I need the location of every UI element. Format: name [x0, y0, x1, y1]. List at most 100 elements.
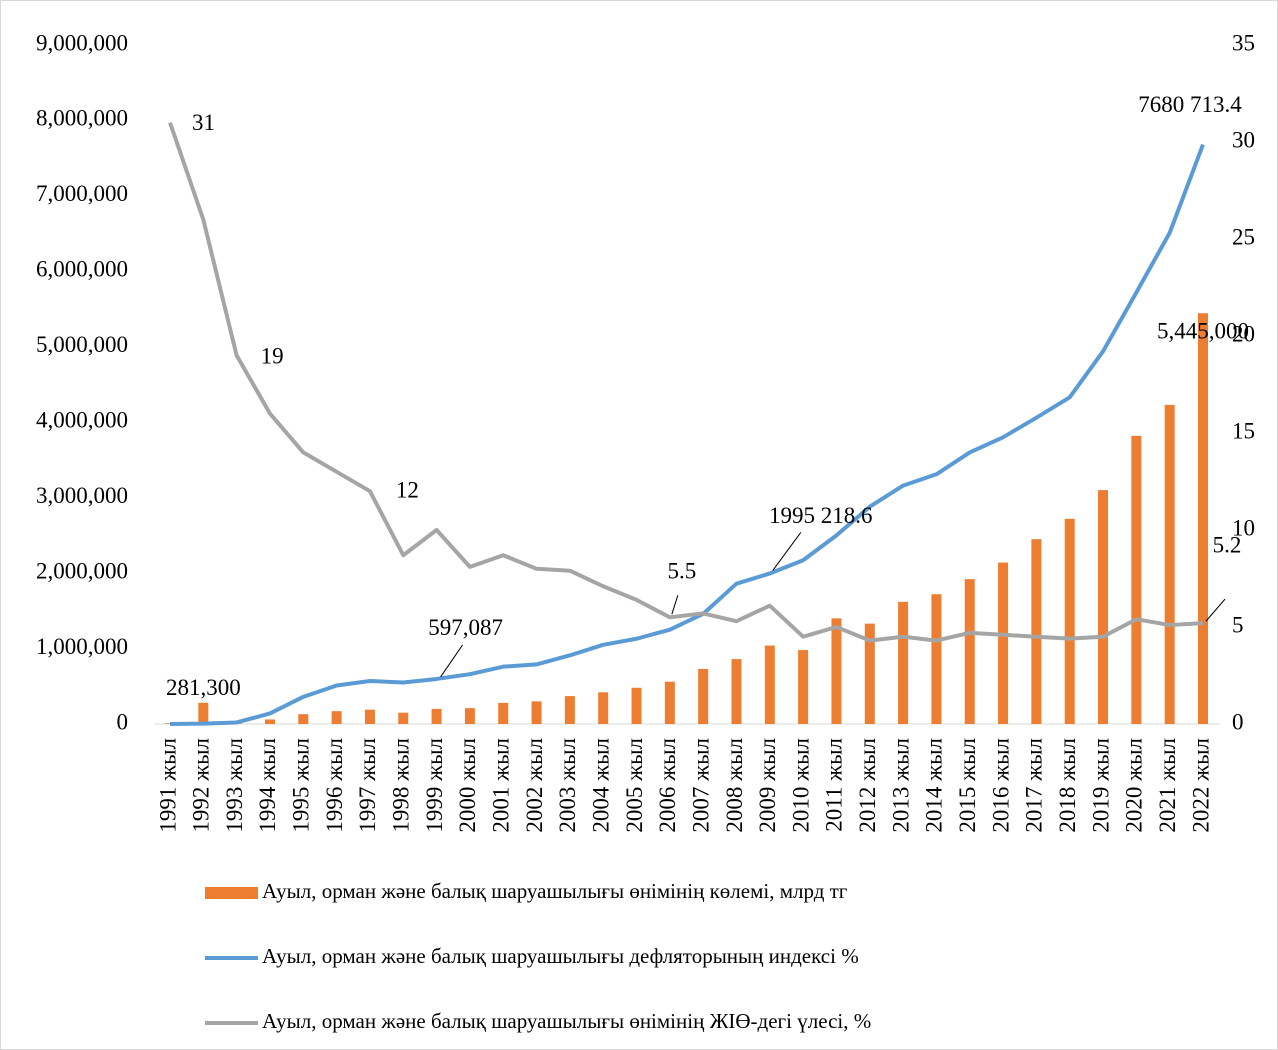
bar	[764, 645, 775, 724]
data-label: 12	[396, 477, 419, 502]
y-tick-label: 5,000,000	[36, 332, 128, 357]
x-tick-label: 2015 жыл	[955, 738, 980, 833]
bar	[198, 702, 209, 724]
y2-tick-label: 5	[1232, 612, 1244, 637]
bar	[964, 579, 975, 724]
leader-line	[772, 532, 802, 571]
x-tick-label: 2004 жыл	[588, 738, 613, 833]
bar	[531, 701, 542, 724]
y-tick-label: 6,000,000	[36, 257, 128, 282]
bar	[564, 696, 575, 724]
x-tick-label: 1992 жыл	[189, 738, 214, 833]
bar	[731, 659, 742, 724]
x-tick-label: 1997 жыл	[355, 738, 380, 833]
x-tick-label: 2001 жыл	[489, 738, 514, 833]
data-label: 5,445,000	[1157, 318, 1249, 343]
x-tick-label: 2008 жыл	[722, 738, 747, 833]
x-tick-label: 1998 жыл	[389, 738, 414, 833]
bar	[1164, 404, 1175, 724]
y2-tick-label: 0	[1232, 709, 1244, 734]
bar	[664, 681, 675, 724]
data-label: 5.2	[1213, 532, 1242, 557]
legend-label: Ауыл, орман және балық шаруашылығы дефля…	[262, 944, 859, 968]
bar	[864, 623, 875, 724]
data-label: 5.5	[667, 559, 696, 584]
x-tick-label: 2011 жыл	[822, 738, 847, 832]
bar	[398, 712, 409, 724]
x-tick-label: 2007 жыл	[688, 738, 713, 833]
bar	[1198, 313, 1208, 724]
legend-swatch	[205, 887, 258, 899]
data-label: 1995 218.6	[769, 503, 873, 528]
bar	[1064, 518, 1075, 724]
bar	[431, 708, 442, 724]
y2-tick-label: 20	[1232, 321, 1255, 346]
bar	[998, 562, 1009, 724]
x-tick-label: 1995 жыл	[289, 738, 314, 833]
y2-tick-label: 25	[1232, 224, 1255, 249]
y-tick-label: 1,000,000	[36, 634, 128, 659]
y2-tick-label: 10	[1232, 515, 1255, 540]
bar	[1031, 539, 1042, 724]
y2-tick-label: 35	[1232, 30, 1255, 55]
x-tick-label: 2005 жыл	[622, 738, 647, 833]
x-tick-label: 2010 жыл	[788, 738, 813, 833]
x-tick-label: 2017 жыл	[1022, 738, 1047, 833]
leader-line	[440, 644, 463, 678]
x-tick-label: 2000 жыл	[455, 738, 480, 833]
x-tick-label: 2019 жыл	[1088, 738, 1113, 833]
data-label: 19	[261, 344, 284, 369]
x-tick-label: 1999 жыл	[422, 738, 447, 833]
bar	[598, 692, 609, 724]
line	[168, 121, 1204, 643]
bar	[331, 711, 342, 724]
x-tick-label: 2006 жыл	[655, 738, 680, 833]
x-tick-label: 1994 жыл	[255, 738, 280, 833]
bar	[831, 618, 842, 724]
x-tick-label: 2021 жыл	[1155, 738, 1180, 833]
data-label: 281,300	[166, 675, 241, 700]
x-tick-label: 1991 жыл	[155, 738, 180, 833]
line	[169, 143, 1205, 726]
bar	[364, 709, 375, 724]
bar	[698, 668, 709, 724]
x-tick-label: 2018 жыл	[1055, 738, 1080, 833]
bar	[931, 594, 942, 724]
legend-label: Ауыл, орман және балық шаруашылығы өнімі…	[262, 879, 848, 903]
bar	[498, 702, 509, 724]
y2-tick-label: 30	[1232, 127, 1255, 152]
y-tick-label: 0	[117, 709, 129, 734]
y-tick-label: 4,000,000	[36, 408, 128, 433]
x-tick-label: 1993 жыл	[222, 738, 247, 833]
bar	[1131, 435, 1142, 724]
y2-tick-label: 15	[1232, 418, 1255, 443]
x-tick-label: 2022 жыл	[1188, 738, 1213, 833]
bar	[631, 687, 642, 724]
bar	[798, 650, 809, 724]
x-tick-label: 2009 жыл	[755, 738, 780, 833]
x-tick-label: 2013 жыл	[888, 738, 913, 833]
legend-label: Ауыл, орман және балық шаруашылығы өнімі…	[262, 1009, 871, 1033]
y-tick-label: 9,000,000	[36, 30, 128, 55]
bar	[264, 719, 275, 724]
leader-line	[1205, 598, 1226, 622]
leader-line	[671, 595, 679, 615]
data-label: 597,087	[428, 615, 503, 640]
bar	[1098, 490, 1109, 724]
bar	[298, 714, 309, 724]
x-tick-label: 2012 жыл	[855, 738, 880, 833]
bar	[898, 601, 909, 724]
x-tick-label: 2003 жыл	[555, 738, 580, 833]
x-tick-label: 1996 жыл	[322, 738, 347, 833]
data-label: 7680 713.4	[1138, 92, 1242, 117]
data-label: 31	[192, 110, 215, 135]
x-tick-label: 2002 жыл	[522, 738, 547, 833]
y-tick-label: 3,000,000	[36, 483, 128, 508]
x-tick-label: 2016 жыл	[988, 738, 1013, 833]
y-tick-label: 2,000,000	[36, 558, 128, 583]
y-tick-label: 8,000,000	[36, 106, 128, 131]
x-tick-label: 2014 жыл	[922, 738, 947, 833]
bar	[464, 708, 475, 724]
x-tick-label: 2020 жыл	[1122, 738, 1147, 833]
